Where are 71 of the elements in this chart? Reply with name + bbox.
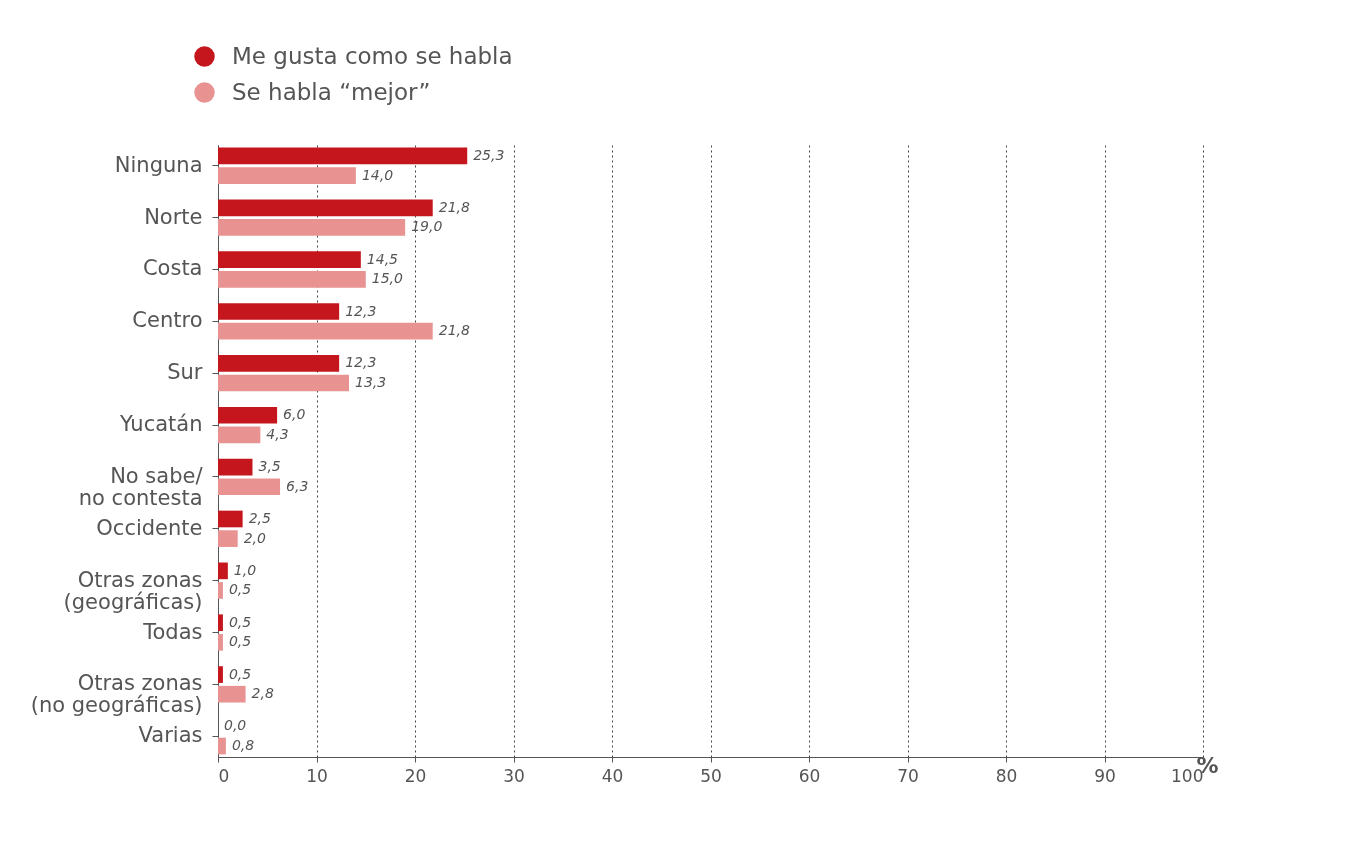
bar <box>218 426 261 444</box>
data-label: 19,0 <box>411 218 443 235</box>
bar <box>218 355 340 372</box>
bar <box>218 303 340 320</box>
bar <box>218 270 366 288</box>
y-tick-label: Sur <box>167 360 203 385</box>
y-tick-label: Otras zonas (geográficas) <box>63 567 203 614</box>
legend-label: Se habla “mejor” <box>232 78 431 105</box>
bar <box>218 199 433 217</box>
data-label: 0,5 <box>228 613 252 630</box>
bar <box>218 666 223 683</box>
data-label: 2,5 <box>248 509 271 526</box>
bar <box>218 406 278 424</box>
bar <box>218 458 253 476</box>
bar <box>218 562 228 580</box>
bar <box>218 167 356 184</box>
y-tick-label: Todas <box>142 619 203 644</box>
bar <box>218 685 246 703</box>
data-label: 1,0 <box>233 561 257 578</box>
x-tick-label: 40 <box>601 765 624 786</box>
bar <box>218 147 468 165</box>
y-tick-label: Centro <box>132 308 203 333</box>
data-label: 21,8 <box>438 198 470 215</box>
bar <box>218 530 238 547</box>
x-tick-label: 90 <box>1094 765 1116 786</box>
bar <box>218 478 281 496</box>
y-tick-label: Costa <box>142 256 203 281</box>
data-label: 15,0 <box>371 270 404 287</box>
y-tick-label: Occidente <box>96 515 203 540</box>
y-tick-label: Norte <box>144 204 203 229</box>
bar <box>218 322 433 340</box>
x-tick-label: 70 <box>897 765 919 786</box>
bar <box>218 251 361 268</box>
legend-label: Me gusta como se habla <box>232 42 513 69</box>
bar <box>218 374 350 392</box>
x-tick-label: 0 <box>218 765 230 786</box>
x-tick-label: 30 <box>503 765 525 786</box>
data-label: 14,0 <box>361 166 394 183</box>
data-label: 3,5 <box>258 458 281 475</box>
data-label: 2,8 <box>251 685 274 702</box>
y-tick-label: Ninguna <box>114 152 203 177</box>
bar <box>218 219 406 236</box>
bar <box>218 737 226 755</box>
data-label: 21,8 <box>438 322 470 339</box>
data-label: 6,3 <box>286 477 309 494</box>
x-tick-label: 20 <box>404 765 427 786</box>
data-label: 14,5 <box>366 250 399 267</box>
y-tick-label: No sabe/ no contesta <box>78 463 204 510</box>
x-tick-label: 60 <box>798 765 821 786</box>
data-label: 0,5 <box>228 581 252 598</box>
x-tick-label: 10 <box>306 765 328 786</box>
data-label: 0,8 <box>231 737 255 754</box>
y-tick-label: Varias <box>138 723 203 748</box>
data-label: 0,0 <box>224 717 247 734</box>
data-label: 6,0 <box>283 406 306 423</box>
data-label: 2,0 <box>243 529 267 546</box>
bar <box>218 510 243 528</box>
data-label: 13,3 <box>355 374 387 391</box>
data-label: 12,3 <box>345 354 377 371</box>
data-label: 0,5 <box>228 633 252 650</box>
bar <box>218 634 223 651</box>
bar <box>218 582 223 599</box>
x-tick-label: 80 <box>995 765 1018 786</box>
data-label: 25,3 <box>473 146 505 163</box>
y-tick-label: Yucatán <box>118 412 203 437</box>
data-label: 0,5 <box>228 665 252 682</box>
data-label: 4,3 <box>266 425 289 442</box>
data-label: 12,3 <box>345 302 377 319</box>
x-tick-label: 50 <box>700 765 722 786</box>
y-tick-label: Otras zonas (no geográficas) <box>30 671 203 718</box>
bar <box>218 614 223 632</box>
